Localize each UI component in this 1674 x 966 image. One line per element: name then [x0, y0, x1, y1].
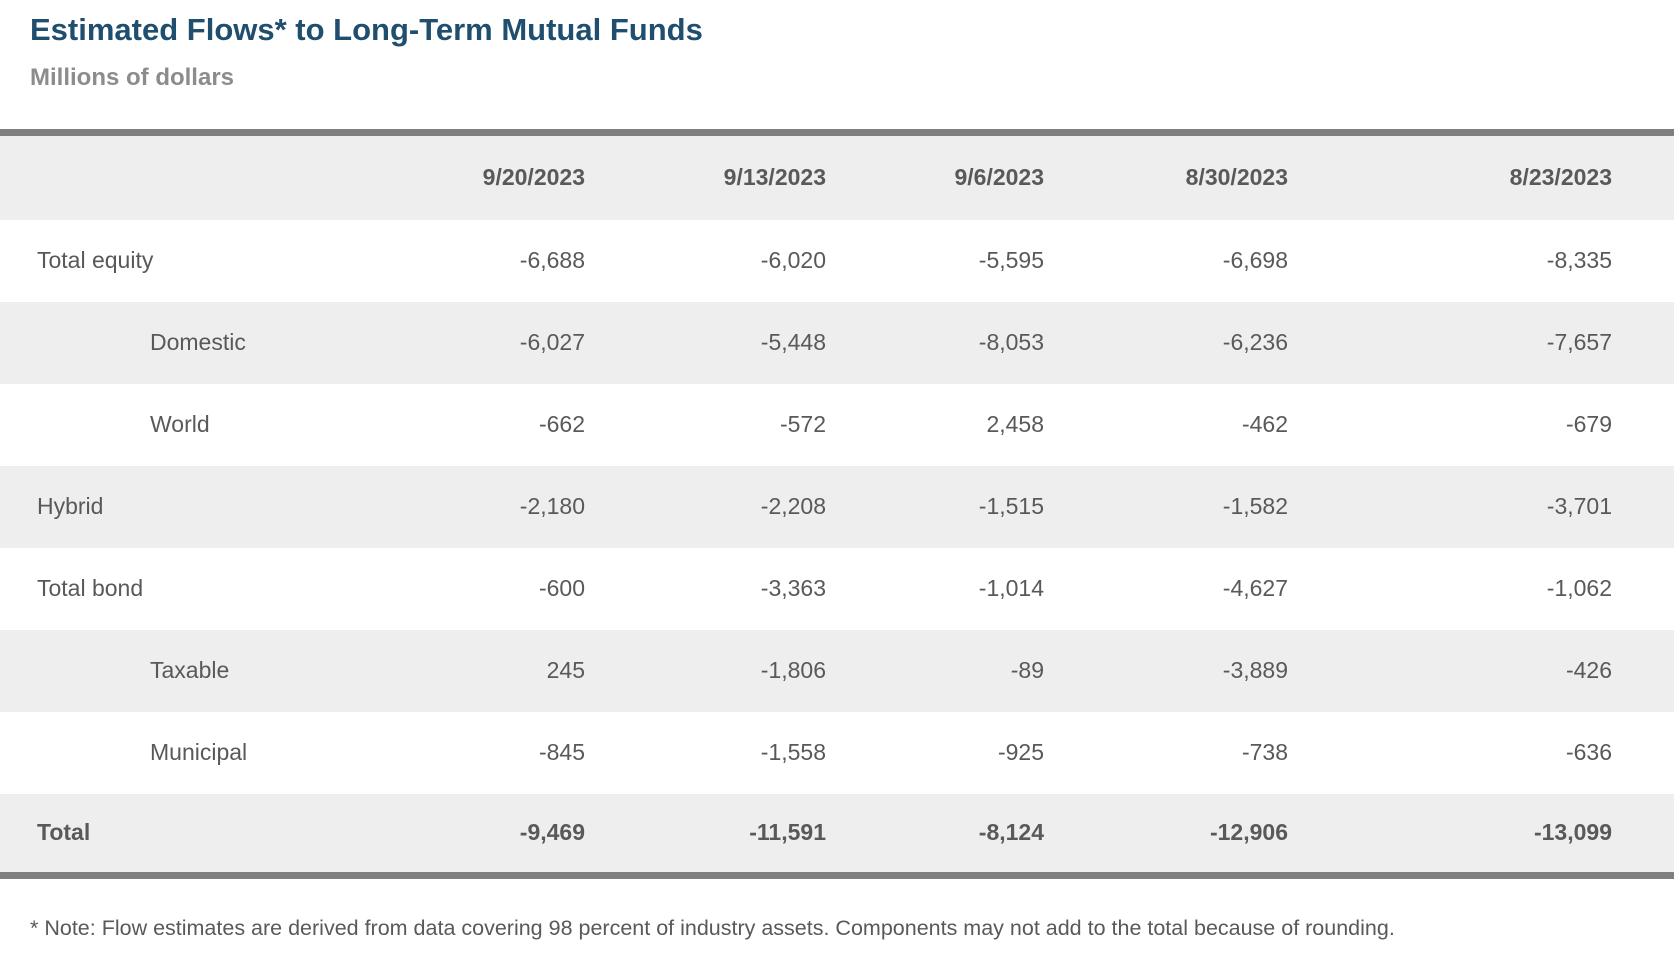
- value-cell: -3,363: [760, 575, 826, 601]
- row-label: World: [150, 411, 210, 437]
- footnote: * Note: Flow estimates are derived from …: [30, 916, 1395, 940]
- table-row: Domestic -6,027 -5,448 -8,053 -6,236 -7,657: [0, 301, 1674, 384]
- value-cell: -572: [779, 411, 826, 437]
- value-cell: -1,014: [978, 575, 1044, 601]
- table-row: Total bond -600 -3,363 -1,014 -4,627 -1,062: [0, 547, 1674, 630]
- table-row: Hybrid -2,180 -2,208 -1,515 -1,582 -3,701: [0, 465, 1674, 548]
- date-column-header: 9/13/2023: [723, 164, 826, 191]
- value-cell: 245: [546, 657, 585, 683]
- units-label: Millions of dollars: [30, 64, 235, 91]
- value-cell: -1,558: [760, 739, 826, 765]
- value-cell: -1,582: [1222, 493, 1288, 519]
- value-cell: -5,595: [978, 247, 1044, 273]
- row-label: Total bond: [37, 575, 144, 601]
- value-cell: -600: [538, 575, 585, 601]
- table-row: Taxable 245 -1,806 -89 -3,889 -426: [0, 629, 1674, 712]
- value-cell: -3,889: [1222, 657, 1288, 683]
- value-cell: -1,806: [760, 657, 826, 683]
- date-column-header: 9/20/2023: [482, 164, 585, 191]
- table-header-row: 9/20/2023 9/13/2023 9/6/2023 8/30/2023 8/23/…: [0, 132, 1674, 220]
- value-cell: -12,906: [1209, 819, 1288, 846]
- row-label: Total: [37, 819, 91, 846]
- date-column-header: 8/30/2023: [1185, 164, 1288, 191]
- value-cell: -2,180: [519, 493, 585, 519]
- value-cell: -8,053: [978, 329, 1044, 355]
- table-row: Municipal -845 -1,558 -925 -738 -636: [0, 711, 1674, 794]
- value-cell: -845: [538, 739, 585, 765]
- value-cell: -6,027: [519, 329, 585, 355]
- row-label: Hybrid: [37, 493, 104, 519]
- value-cell: -7,657: [1546, 329, 1612, 355]
- value-cell: -462: [1241, 411, 1288, 437]
- value-cell: -11,591: [749, 819, 826, 846]
- value-cell: -89: [1010, 657, 1044, 683]
- value-cell: -3,701: [1546, 493, 1612, 519]
- value-cell: -679: [1565, 411, 1612, 437]
- value-cell: -2,208: [760, 493, 826, 519]
- flows-table: 9/20/2023 9/13/2023 9/6/2023 8/30/2023 8/23/…: [0, 129, 1674, 879]
- corner-cell: [0, 133, 420, 220]
- row-label: Taxable: [150, 657, 230, 683]
- value-cell: -1,062: [1546, 575, 1612, 601]
- value-cell: -925: [997, 739, 1044, 765]
- value-cell: -6,698: [1222, 247, 1288, 273]
- value-cell: -738: [1241, 739, 1288, 765]
- table-body: Total equity -6,688 -6,020 -5,595 -6,698 -8,3…: [0, 219, 1674, 876]
- value-cell: -662: [538, 411, 585, 437]
- value-cell: -1,515: [978, 493, 1044, 519]
- value-cell: 2,458: [986, 411, 1044, 437]
- value-cell: -426: [1565, 657, 1612, 683]
- value-cell: -13,099: [1533, 819, 1612, 846]
- value-cell: -4,627: [1222, 575, 1288, 601]
- value-cell: -9,469: [519, 819, 585, 846]
- row-label: Municipal: [150, 739, 248, 765]
- table-row: Total -9,469 -11,591 -8,124 -12,906 -13,099: [0, 793, 1674, 876]
- value-cell: -6,236: [1222, 329, 1288, 355]
- value-cell: -6,020: [760, 247, 826, 273]
- row-label: Domestic: [150, 329, 246, 355]
- value-cell: -8,335: [1546, 247, 1612, 273]
- value-cell: -636: [1565, 739, 1612, 765]
- table-row: World -662 -572 2,458 -462 -679: [0, 383, 1674, 466]
- row-label: Total equity: [37, 247, 154, 273]
- value-cell: -8,124: [978, 819, 1044, 846]
- value-cell: -5,448: [760, 329, 826, 355]
- date-column-header: 8/23/2023: [1509, 164, 1612, 191]
- table-row: Total equity -6,688 -6,020 -5,595 -6,698 -8,3…: [0, 219, 1674, 302]
- date-column-header: 9/6/2023: [954, 164, 1044, 191]
- value-cell: -6,688: [519, 247, 585, 273]
- page-title: Estimated Flows* to Long-Term Mutual Fun…: [30, 12, 703, 47]
